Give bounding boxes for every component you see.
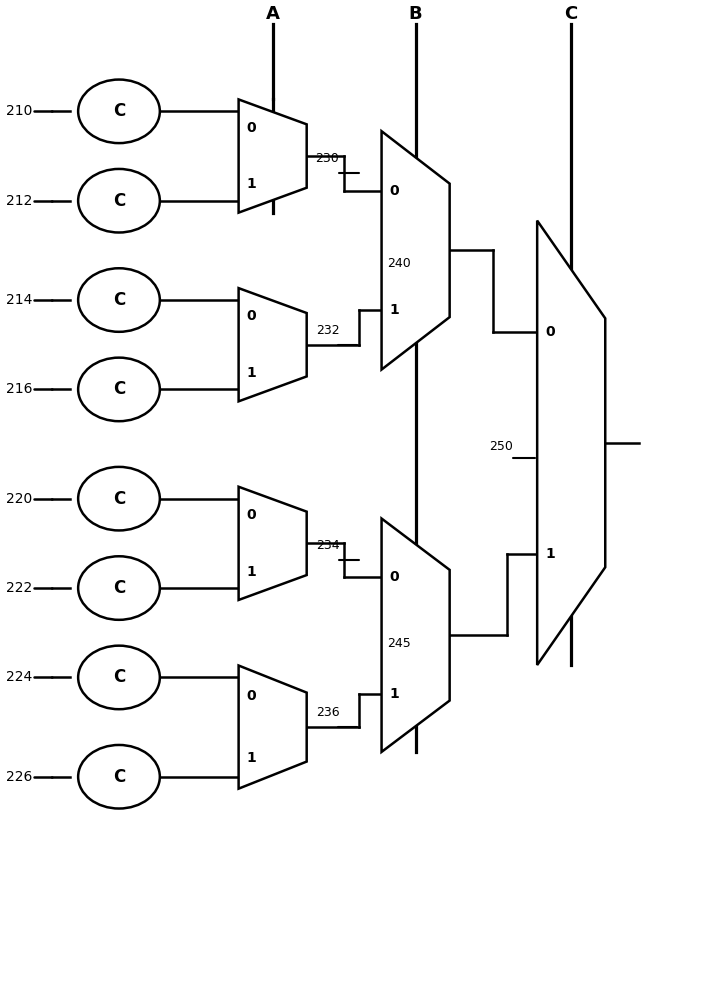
Polygon shape: [382, 519, 450, 752]
Text: 230: 230: [315, 152, 339, 165]
Ellipse shape: [78, 467, 160, 530]
Polygon shape: [239, 99, 307, 213]
Polygon shape: [537, 221, 605, 665]
Text: C: C: [113, 291, 125, 309]
Text: 245: 245: [387, 637, 410, 650]
Text: 0: 0: [247, 309, 256, 323]
Text: 214: 214: [6, 293, 32, 307]
Polygon shape: [382, 131, 450, 370]
Text: C: C: [113, 668, 125, 686]
Ellipse shape: [78, 169, 160, 233]
Polygon shape: [239, 288, 307, 401]
Text: 210: 210: [6, 104, 32, 118]
Text: 1: 1: [390, 687, 399, 701]
Text: C: C: [113, 380, 125, 398]
Ellipse shape: [78, 646, 160, 709]
Text: 234: 234: [315, 539, 339, 552]
Text: 1: 1: [247, 565, 256, 579]
Ellipse shape: [78, 268, 160, 332]
Text: C: C: [113, 192, 125, 210]
Text: 0: 0: [545, 325, 555, 339]
Text: C: C: [565, 5, 578, 23]
Text: 212: 212: [6, 194, 32, 208]
Ellipse shape: [78, 80, 160, 143]
Text: 0: 0: [247, 508, 256, 522]
Text: 216: 216: [6, 382, 32, 396]
Text: 0: 0: [247, 689, 256, 703]
Text: 1: 1: [390, 303, 399, 317]
Text: C: C: [113, 579, 125, 597]
Text: 236: 236: [317, 706, 340, 719]
Text: 240: 240: [387, 257, 410, 270]
Text: 1: 1: [247, 177, 256, 191]
Text: 0: 0: [390, 184, 399, 198]
Text: 0: 0: [390, 570, 399, 584]
Text: 1: 1: [247, 366, 256, 380]
Text: C: C: [113, 768, 125, 786]
Text: 220: 220: [6, 492, 32, 506]
Text: 0: 0: [247, 121, 256, 135]
Text: A: A: [266, 5, 280, 23]
Text: 224: 224: [6, 670, 32, 684]
Ellipse shape: [78, 556, 160, 620]
Text: 250: 250: [489, 440, 513, 453]
Text: B: B: [409, 5, 423, 23]
Text: 1: 1: [247, 751, 256, 765]
Ellipse shape: [78, 358, 160, 421]
Polygon shape: [239, 666, 307, 789]
Text: 232: 232: [317, 324, 340, 337]
Text: 222: 222: [6, 581, 32, 595]
Text: C: C: [113, 490, 125, 508]
Polygon shape: [239, 487, 307, 600]
Text: C: C: [113, 102, 125, 120]
Text: 1: 1: [545, 547, 555, 561]
Ellipse shape: [78, 745, 160, 809]
Text: 226: 226: [6, 770, 32, 784]
